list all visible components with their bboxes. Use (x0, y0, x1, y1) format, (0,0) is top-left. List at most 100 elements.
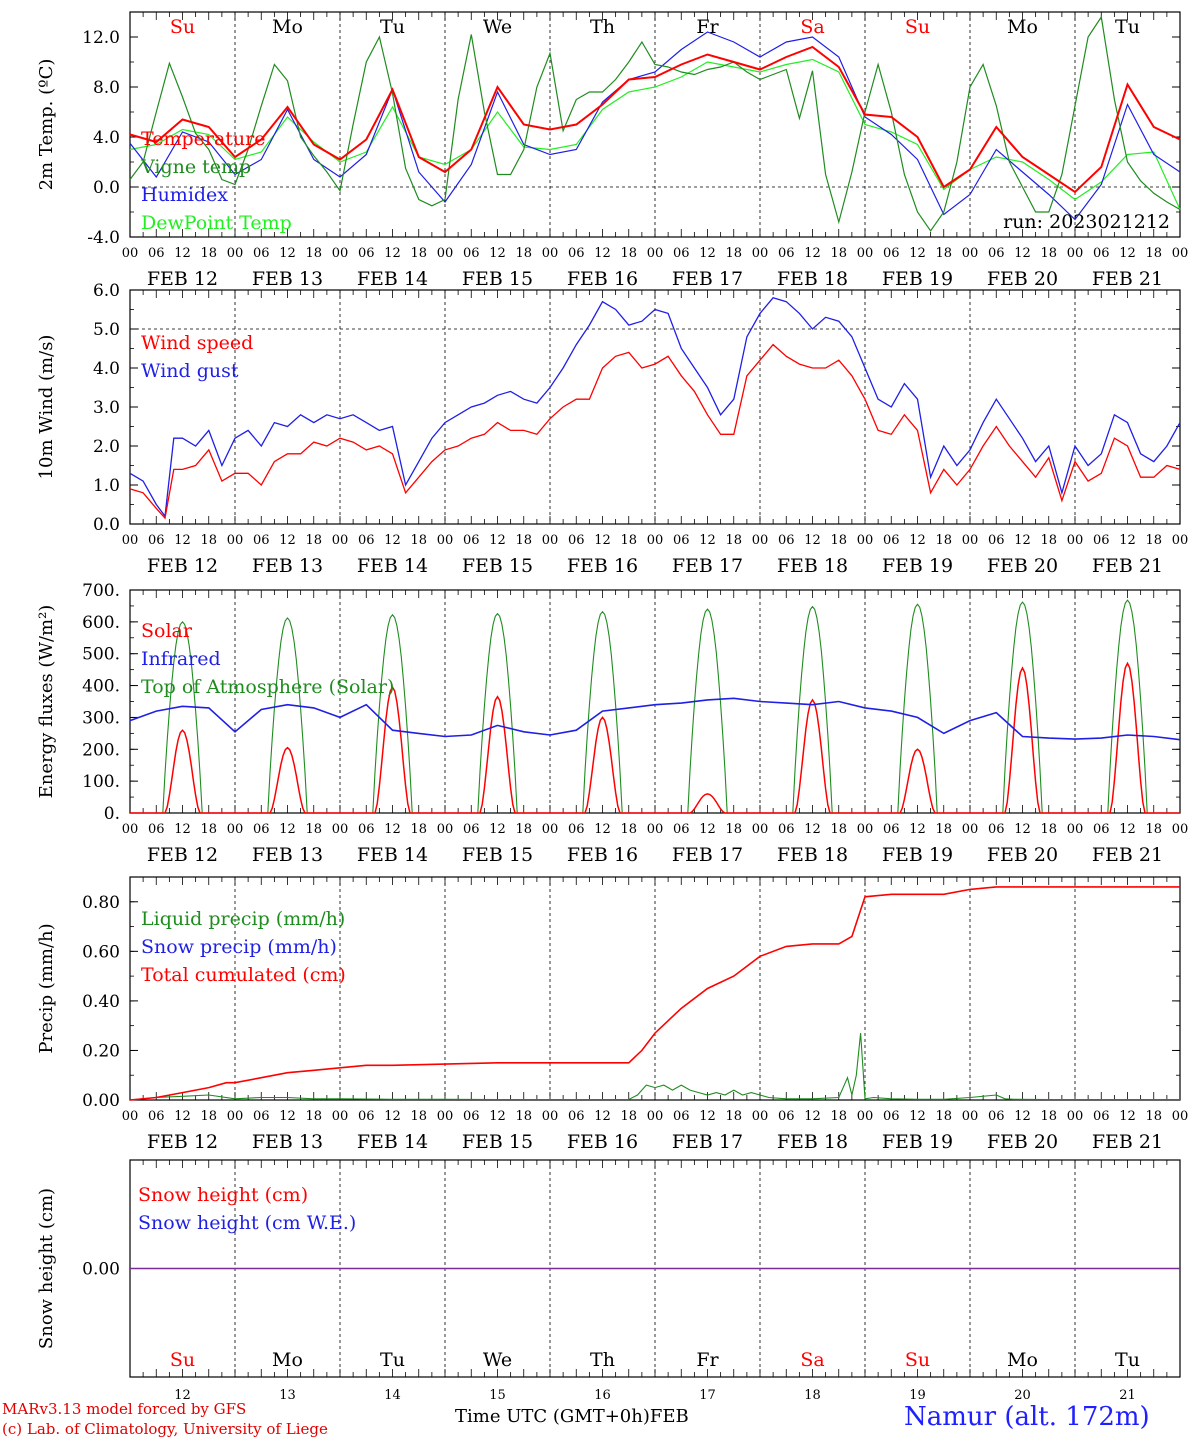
y-tick-label: 0.40 (82, 992, 120, 1012)
hour-tick-label: 00 (332, 822, 349, 837)
hour-tick-label: 00 (1172, 822, 1189, 837)
day-label: FEB 14 (357, 844, 428, 866)
hour-tick-label: 06 (148, 822, 165, 837)
weekday-label-bottom: Su (170, 1349, 195, 1371)
legend-entry: Top of Atmosphere (Solar) (141, 676, 394, 698)
y-tick-label: 2.0 (93, 437, 120, 457)
hour-tick-label: 12 (1119, 1109, 1136, 1124)
hour-tick-label: 18 (1040, 246, 1057, 261)
hour-tick-label: 12 (804, 533, 821, 548)
hour-tick-label: 06 (778, 533, 795, 548)
day-label: FEB 19 (882, 1131, 953, 1153)
hour-tick-label: 06 (1093, 822, 1110, 837)
weekday-label-top: Th (590, 16, 615, 38)
day-label: FEB 19 (882, 844, 953, 866)
hour-tick-label: 00 (962, 1109, 979, 1124)
hour-tick-label: 12 (909, 1109, 926, 1124)
hour-tick-label: 06 (148, 246, 165, 261)
legend-entry: Snow precip (mm/h) (141, 936, 337, 958)
hour-tick-label: 06 (883, 246, 900, 261)
hour-tick-label: 06 (463, 246, 480, 261)
day-label: FEB 17 (672, 555, 743, 577)
legend-entry: Infrared (141, 648, 221, 670)
hour-tick-label: 00 (437, 246, 454, 261)
weekday-label-bottom: We (483, 1349, 512, 1371)
hour-tick-label: 18 (515, 246, 532, 261)
day-number-label: 15 (489, 1388, 506, 1403)
hour-tick-label: 00 (1067, 246, 1084, 261)
hour-tick-label: 06 (358, 822, 375, 837)
day-label: FEB 21 (1092, 844, 1163, 866)
hour-tick-label: 06 (673, 822, 690, 837)
hour-tick-label: 06 (778, 1109, 795, 1124)
hour-tick-label: 18 (515, 822, 532, 837)
hour-tick-label: 18 (200, 822, 217, 837)
day-label: FEB 21 (1092, 555, 1163, 577)
hour-tick-label: 18 (1040, 1109, 1057, 1124)
day-number-label: 20 (1014, 1388, 1031, 1403)
hour-tick-label: 00 (332, 1109, 349, 1124)
hour-tick-label: 06 (1093, 1109, 1110, 1124)
hour-tick-label: 00 (647, 246, 664, 261)
hour-tick-label: 18 (410, 1109, 427, 1124)
y-tick-label: 0. (104, 804, 120, 824)
y-tick-label: 4.0 (93, 128, 120, 148)
hour-tick-label: 00 (1172, 1109, 1189, 1124)
day-label: FEB 13 (252, 844, 323, 866)
series-line-wind_speed (129, 343, 1181, 520)
y-axis-label: Snow height (cm) (36, 1188, 57, 1349)
hour-tick-label: 18 (410, 246, 427, 261)
hour-tick-label: 12 (699, 246, 716, 261)
hour-tick-label: 00 (542, 1109, 559, 1124)
hour-tick-label: 12 (489, 822, 506, 837)
day-number-label: 13 (279, 1388, 296, 1403)
plot-frame-2 (129, 589, 1181, 814)
hour-tick-label: 00 (647, 822, 664, 837)
hour-tick-label: 12 (1014, 246, 1031, 261)
y-tick-label: 3.0 (93, 398, 120, 418)
hour-tick-label: 00 (962, 822, 979, 837)
hour-tick-label: 00 (857, 246, 874, 261)
day-label: FEB 15 (462, 268, 533, 290)
hour-tick-label: 12 (1014, 822, 1031, 837)
hour-tick-label: 18 (1040, 533, 1057, 548)
day-label: FEB 16 (567, 555, 638, 577)
hour-tick-label: 18 (305, 533, 322, 548)
hour-tick-label: 00 (752, 1109, 769, 1124)
y-tick-label: 200. (82, 740, 120, 760)
day-label: FEB 13 (252, 268, 323, 290)
hour-tick-label: 18 (935, 1109, 952, 1124)
day-label: FEB 13 (252, 1131, 323, 1153)
legend-entry: Liquid precip (mm/h) (141, 908, 345, 930)
hour-tick-label: 06 (148, 533, 165, 548)
day-label: FEB 21 (1092, 268, 1163, 290)
y-axis-label: 2m Temp. (ºC) (36, 59, 57, 191)
day-label: FEB 14 (357, 268, 428, 290)
hour-tick-label: 12 (699, 822, 716, 837)
hour-tick-label: 00 (122, 533, 139, 548)
hour-tick-label: 06 (568, 1109, 585, 1124)
hour-tick-label: 18 (830, 533, 847, 548)
hour-tick-label: 18 (305, 822, 322, 837)
hour-tick-label: 06 (148, 1109, 165, 1124)
y-tick-label: 12.0 (82, 28, 120, 48)
hour-tick-label: 06 (673, 533, 690, 548)
hour-tick-label: 18 (1040, 822, 1057, 837)
hour-tick-label: 00 (227, 1109, 244, 1124)
hour-tick-label: 12 (489, 533, 506, 548)
hour-tick-label: 06 (253, 246, 270, 261)
hour-tick-label: 18 (725, 1109, 742, 1124)
weekday-label-bottom: Tu (1115, 1349, 1140, 1371)
hour-tick-label: 00 (122, 822, 139, 837)
day-label: FEB 14 (357, 1131, 428, 1153)
hour-tick-label: 06 (673, 246, 690, 261)
day-label: FEB 18 (777, 1131, 848, 1153)
day-label: FEB 16 (567, 844, 638, 866)
series-line-temperature (129, 45, 1181, 194)
y-tick-label: 400. (82, 677, 120, 697)
legend-entry: Snow height (cm) (138, 1184, 308, 1206)
hour-tick-label: 06 (1093, 246, 1110, 261)
hour-tick-label: 18 (515, 1109, 532, 1124)
hour-tick-label: 06 (253, 822, 270, 837)
day-label: FEB 20 (987, 844, 1058, 866)
